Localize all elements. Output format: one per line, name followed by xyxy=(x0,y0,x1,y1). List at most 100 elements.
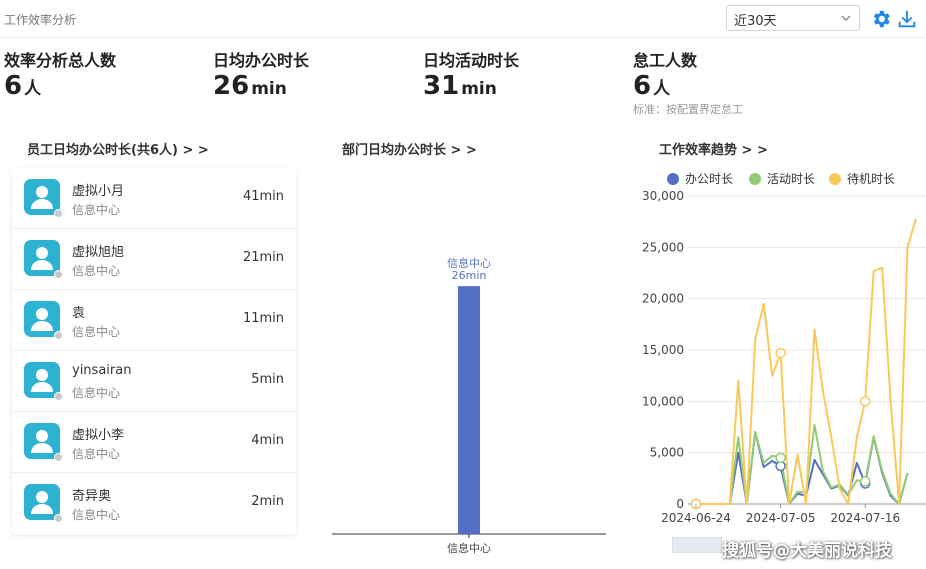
stat-unit: 人 xyxy=(653,79,671,99)
avatar xyxy=(24,240,60,276)
employee-dept: 信息中心 xyxy=(72,386,121,400)
trend-chart-title-link[interactable]: 工作效率趋势 > > xyxy=(659,143,768,158)
date-range-select[interactable]: 近30天 xyxy=(726,5,860,31)
employee-name: 虚拟小月 xyxy=(72,184,125,199)
employee-name: 虚拟小李 xyxy=(72,428,125,443)
y-tick-label: 15,000 xyxy=(642,343,684,357)
presence-dot xyxy=(54,514,63,523)
stat-avg-active-time: 日均活动时长 31 min xyxy=(423,47,623,101)
employee-time: 2min xyxy=(251,494,284,509)
y-tick-label: 0 xyxy=(676,497,684,511)
employee-dept: 信息中心 xyxy=(72,325,121,339)
date-range-value: 近30天 xyxy=(734,14,777,29)
user-icon xyxy=(31,369,53,392)
stat-label: 效率分析总人数 xyxy=(4,51,117,70)
list-item[interactable]: yinsairan 信息中心 5min xyxy=(12,351,296,412)
stat-note: 标准：按配置界定怠工 xyxy=(633,103,743,116)
employee-time: 4min xyxy=(251,433,284,448)
stat-number: 31 xyxy=(423,71,460,101)
data-point xyxy=(859,396,871,407)
employee-dept: 信息中心 xyxy=(72,447,121,461)
employee-dept: 信息中心 xyxy=(72,203,121,217)
trend-line-chart: 办公时长 活动时长 待机时长 0 5,000 10,000 15,000 20,000 25,0… xyxy=(642,171,926,525)
stat-number: 26 xyxy=(213,71,250,101)
x-tick-label: 信息中心 xyxy=(447,541,491,555)
series-line xyxy=(696,423,909,505)
legend-marker xyxy=(829,173,841,185)
avatar xyxy=(24,423,60,459)
employee-time: 41min xyxy=(242,189,284,204)
stat-unit: min xyxy=(461,79,497,99)
list-item[interactable]: 奇异奥 信息中心 2min xyxy=(12,473,296,534)
employee-name: 袁 xyxy=(72,306,86,321)
avatar xyxy=(24,301,60,337)
presence-dot xyxy=(54,331,63,340)
presence-dot xyxy=(54,392,63,401)
employee-list-title-link[interactable]: 员工日均办公时长(共6人) > > xyxy=(27,143,209,158)
x-tick-label: 2024-07-16 xyxy=(830,511,900,525)
employee-name: 奇异奥 xyxy=(72,489,112,504)
employee-dept: 信息中心 xyxy=(72,264,121,278)
employee-name: yinsairan xyxy=(72,363,132,378)
presence-dot xyxy=(54,453,63,462)
presence-dot xyxy=(54,209,63,218)
employee-time: 21min xyxy=(242,250,284,265)
list-item[interactable]: 袁 信息中心 11min xyxy=(12,290,296,351)
data-point xyxy=(775,452,786,464)
employee-dept: 信息中心 xyxy=(72,508,121,522)
list-item[interactable]: 虚拟小李 信息中心 4min xyxy=(12,412,296,473)
stat-label: 日均办公时长 xyxy=(213,51,310,70)
legend-marker xyxy=(667,173,679,185)
bar-label-value: 26min xyxy=(452,269,487,282)
header: 工作效率分析 近30天 xyxy=(0,0,926,38)
user-icon xyxy=(31,186,53,209)
list-item[interactable]: 虚拟小月 信息中心 41min xyxy=(12,168,296,229)
employee-time: 5min xyxy=(251,372,284,387)
bar-label-name: 信息中心 xyxy=(447,256,491,270)
employee-time: 11min xyxy=(242,311,284,326)
data-point xyxy=(859,476,871,487)
employee-name: 虚拟旭旭 xyxy=(72,245,125,260)
bar xyxy=(458,286,480,534)
avatar xyxy=(24,484,60,520)
download-icon[interactable] xyxy=(896,8,918,30)
data-point xyxy=(775,347,786,359)
y-tick-label: 20,000 xyxy=(642,292,684,306)
x-tick-label: 2024-07-05 xyxy=(746,511,816,525)
page-title: 工作效率分析 xyxy=(4,13,77,27)
stat-avg-office-time: 日均办公时长 26 min xyxy=(213,47,413,101)
y-tick-label: 5,000 xyxy=(650,446,684,460)
avatar xyxy=(24,179,60,215)
y-tick-label: 30,000 xyxy=(642,189,684,203)
user-icon xyxy=(31,491,53,514)
avatar xyxy=(24,362,60,398)
employee-list: 虚拟小月 信息中心 41min 虚拟旭旭 信息中心 21min 袁 信息中心 1… xyxy=(12,168,296,534)
x-tick-label: 2024-06-24 xyxy=(661,511,731,525)
user-icon xyxy=(31,430,53,453)
y-tick-label: 25,000 xyxy=(642,240,684,254)
stat-number: 6 xyxy=(633,71,652,101)
legend-label: 活动时长 xyxy=(767,172,815,186)
gear-icon[interactable] xyxy=(870,8,892,30)
presence-dot xyxy=(54,270,63,279)
stat-unit: 人 xyxy=(24,79,42,99)
list-item[interactable]: 虚拟旭旭 信息中心 21min xyxy=(12,229,296,290)
y-tick-label: 10,000 xyxy=(642,394,684,408)
stat-unit: min xyxy=(251,79,287,99)
user-icon xyxy=(31,308,53,331)
dept-chart-title-link[interactable]: 部门日均办公时长 > > xyxy=(342,143,477,158)
legend-marker xyxy=(749,173,761,185)
stat-label: 怠工人数 xyxy=(633,51,698,70)
legend-label: 办公时长 xyxy=(685,171,733,186)
zoom-slider[interactable] xyxy=(672,537,722,553)
chevron-down-icon xyxy=(841,15,851,21)
legend-label: 待机时长 xyxy=(847,172,895,186)
watermark-text: 搜狐号@大美丽说科技 xyxy=(722,541,892,561)
stat-number: 6 xyxy=(4,71,23,101)
stat-label: 日均活动时长 xyxy=(423,51,520,70)
user-icon xyxy=(31,247,53,270)
series-line xyxy=(696,218,917,505)
